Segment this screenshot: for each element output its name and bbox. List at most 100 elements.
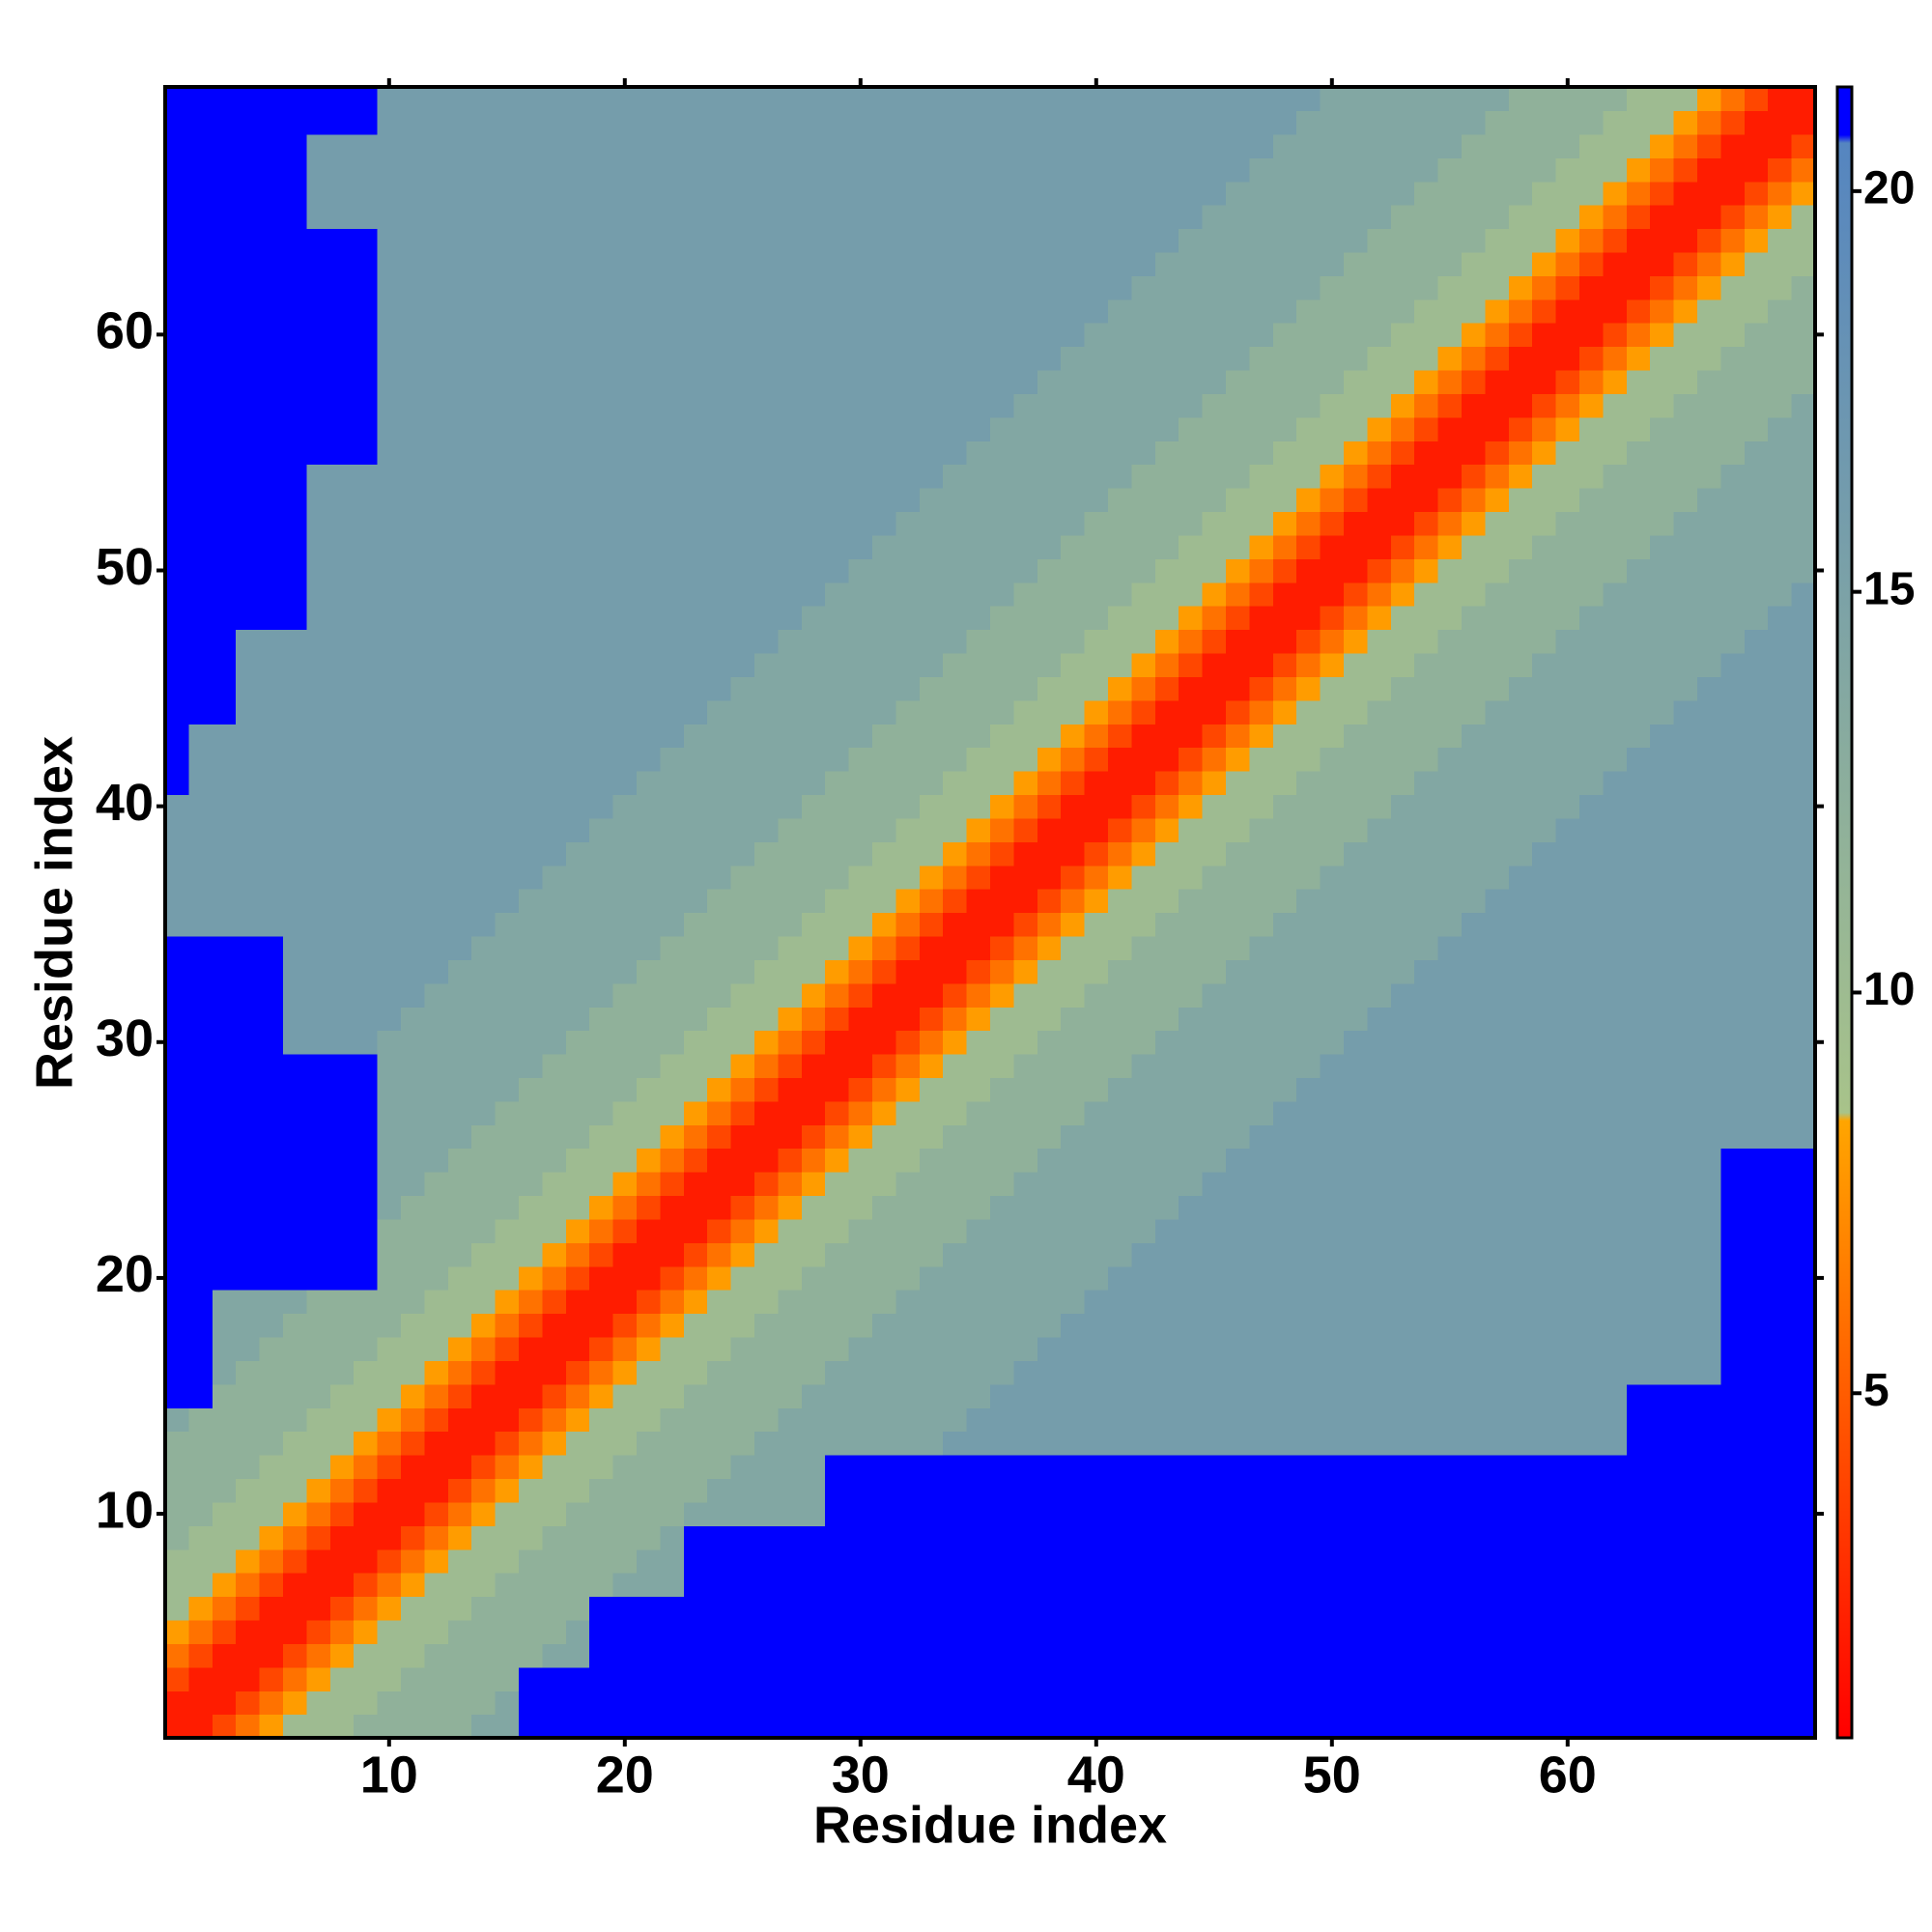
cell bbox=[1320, 133, 1345, 158]
cell bbox=[1296, 959, 1321, 984]
plot-frame bbox=[163, 85, 1817, 1740]
cell bbox=[565, 1265, 590, 1291]
cell bbox=[471, 1407, 497, 1433]
cell bbox=[1791, 416, 1816, 441]
cell bbox=[1320, 110, 1345, 135]
cell bbox=[1367, 606, 1392, 631]
cell bbox=[1555, 1195, 1580, 1220]
cell bbox=[1579, 511, 1604, 536]
cell bbox=[236, 1336, 261, 1361]
cell bbox=[1673, 298, 1698, 324]
cell bbox=[1084, 251, 1109, 276]
cell bbox=[919, 865, 944, 890]
cell bbox=[1626, 1596, 1651, 1621]
cell bbox=[1344, 1242, 1368, 1267]
cell bbox=[848, 346, 873, 371]
cell bbox=[1344, 676, 1368, 701]
cell bbox=[1061, 1666, 1086, 1691]
cell bbox=[1013, 1195, 1038, 1220]
cell bbox=[1390, 865, 1415, 890]
cell bbox=[683, 393, 708, 418]
cell bbox=[1462, 1619, 1486, 1644]
cell bbox=[1296, 676, 1321, 701]
cell bbox=[1414, 606, 1439, 631]
cell bbox=[707, 699, 732, 724]
cell bbox=[1179, 1313, 1204, 1338]
cell bbox=[306, 369, 331, 394]
cell bbox=[565, 1100, 590, 1125]
cell bbox=[637, 1690, 661, 1716]
cell bbox=[329, 1666, 355, 1691]
cell bbox=[519, 1030, 543, 1055]
cell bbox=[1555, 157, 1580, 183]
cell bbox=[1249, 1124, 1274, 1150]
cell bbox=[1555, 1666, 1580, 1691]
cell bbox=[565, 1407, 590, 1433]
cell bbox=[542, 1525, 567, 1550]
cell bbox=[872, 1290, 896, 1315]
cell bbox=[707, 1455, 732, 1480]
cell bbox=[306, 87, 331, 112]
cell bbox=[1061, 228, 1086, 253]
cell bbox=[943, 346, 968, 371]
cell bbox=[990, 1053, 1014, 1078]
cell bbox=[660, 1596, 685, 1621]
cell bbox=[683, 699, 708, 724]
cell bbox=[377, 251, 402, 276]
cell bbox=[1037, 1360, 1062, 1385]
cell bbox=[1462, 251, 1486, 276]
cell bbox=[589, 511, 614, 536]
cell bbox=[1508, 1455, 1533, 1480]
cell bbox=[1603, 1195, 1628, 1220]
cell bbox=[1013, 275, 1038, 300]
cell bbox=[1508, 346, 1533, 371]
cell bbox=[542, 1030, 567, 1055]
cell bbox=[683, 205, 708, 230]
cell bbox=[495, 1407, 520, 1433]
cell bbox=[188, 982, 213, 1008]
cell bbox=[943, 582, 968, 607]
cell bbox=[329, 87, 355, 112]
cell bbox=[1272, 511, 1297, 536]
cell bbox=[990, 1548, 1014, 1574]
cell bbox=[1037, 251, 1062, 276]
cell bbox=[306, 959, 331, 984]
cell bbox=[966, 652, 991, 677]
cell bbox=[283, 1407, 307, 1433]
cell bbox=[872, 1148, 896, 1173]
cell bbox=[542, 133, 567, 158]
cell bbox=[495, 982, 520, 1008]
cell bbox=[801, 1218, 826, 1243]
cell bbox=[683, 1431, 708, 1456]
cell bbox=[424, 416, 449, 441]
cell bbox=[589, 87, 614, 112]
cell bbox=[1462, 110, 1486, 135]
cell bbox=[1555, 865, 1580, 890]
cell bbox=[1673, 1431, 1698, 1456]
cell bbox=[1084, 1619, 1109, 1644]
cell bbox=[542, 1290, 567, 1315]
cell bbox=[354, 724, 379, 749]
cell bbox=[754, 582, 779, 607]
cell bbox=[754, 228, 779, 253]
cell bbox=[401, 369, 425, 394]
cell bbox=[1272, 865, 1297, 890]
cell bbox=[377, 1596, 402, 1621]
cell bbox=[1154, 841, 1179, 867]
cell bbox=[1296, 558, 1321, 583]
cell bbox=[1555, 1148, 1580, 1173]
cell bbox=[306, 1360, 331, 1385]
cell bbox=[1154, 323, 1179, 348]
cell bbox=[1154, 393, 1179, 418]
cell bbox=[966, 1007, 991, 1032]
cell bbox=[1532, 606, 1557, 631]
cell bbox=[1037, 205, 1062, 230]
cell bbox=[1013, 558, 1038, 583]
cell bbox=[283, 1100, 307, 1125]
cell bbox=[778, 582, 803, 607]
cell bbox=[637, 912, 661, 937]
cell bbox=[542, 87, 567, 112]
cell bbox=[1626, 416, 1651, 441]
cell bbox=[1344, 771, 1368, 796]
cell bbox=[1131, 1290, 1156, 1315]
